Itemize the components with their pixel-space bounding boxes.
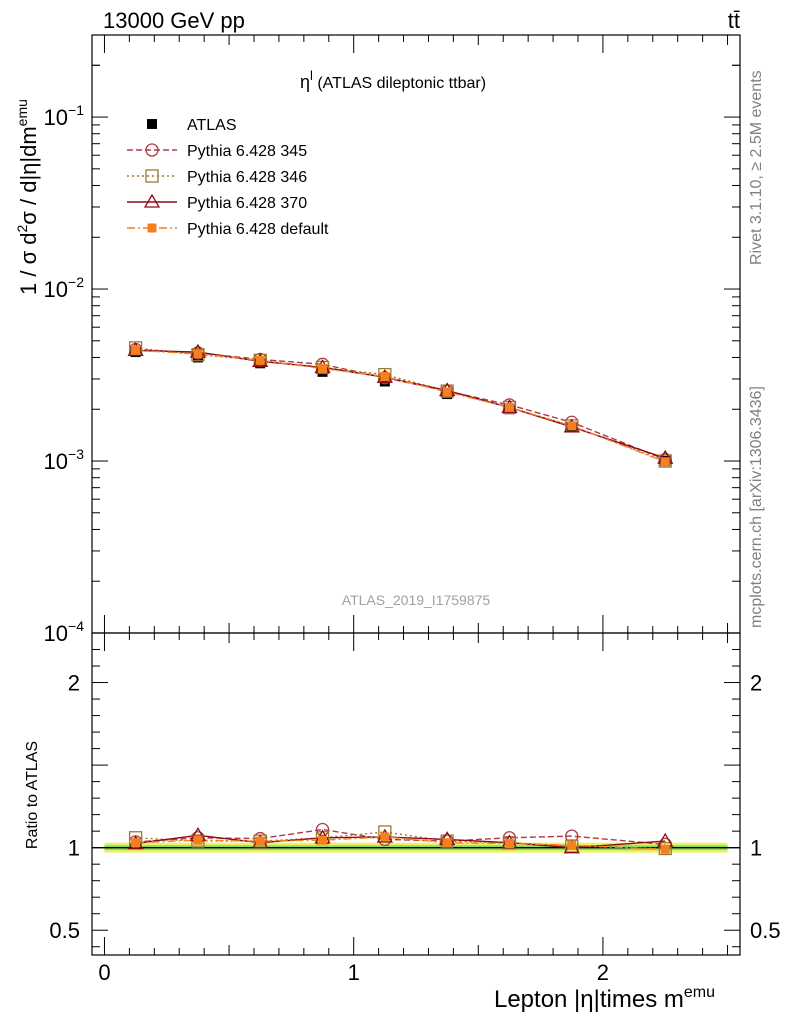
- main-series-marker: [380, 372, 390, 382]
- ratio-series-marker: [318, 835, 328, 845]
- ratio-series-marker: [315, 822, 330, 837]
- legend-entry-label: Pythia 6.428 370: [187, 195, 307, 212]
- main-series-line: [135, 348, 666, 461]
- y-label-part-4: emu: [14, 99, 30, 126]
- ratio-series-line: [135, 836, 666, 850]
- main-y-tick-label: 10−2: [44, 274, 85, 302]
- x-tick-label: 2: [597, 960, 609, 985]
- x-label-sup: emu: [684, 984, 715, 1001]
- main-series-marker: [567, 421, 577, 431]
- atlas-data-point: [379, 376, 390, 387]
- ratio-series-line: [135, 831, 666, 850]
- main-series-marker: [318, 364, 328, 374]
- legend-marker: [147, 119, 157, 129]
- x-axis-label: Lepton |η|times memu: [494, 984, 715, 1013]
- main-series-marker: [504, 402, 514, 412]
- ratio-series-marker: [380, 832, 390, 842]
- x-label-main: Lepton |η|times m: [494, 986, 684, 1013]
- legend-marker: [147, 223, 157, 233]
- main-y-tick-label: 10−4: [44, 618, 85, 646]
- ratio-series-marker: [660, 844, 670, 854]
- main-series-marker: [660, 457, 670, 467]
- ratio-y-tick-label-right: 1: [750, 836, 762, 861]
- ratio-y-tick-label-right: 2: [750, 671, 762, 696]
- ratio-y-tick-label: 2: [68, 671, 80, 696]
- analysis-watermark: ATLAS_2019_I1759875: [342, 592, 491, 608]
- header-energy-label: 13000 GeV pp: [103, 8, 245, 33]
- y-label-part-1: 1 / σ d: [16, 233, 41, 296]
- x-tick-label: 1: [348, 960, 360, 985]
- legend-marker: [145, 143, 159, 157]
- x-tick-label: 0: [98, 960, 110, 985]
- ratio-series-marker: [567, 840, 577, 850]
- header-process-label: tt̄: [728, 8, 740, 33]
- ratio-y-axis-label: Ratio to ATLAS: [24, 741, 41, 849]
- main-series-marker: [442, 387, 452, 397]
- source-label: mcplots.cern.ch [arXiv:1306.3436]: [748, 386, 765, 628]
- legend-entry-label: Pythia 6.428 default: [187, 221, 329, 238]
- axis-ticks: [92, 34, 740, 955]
- y-label-part-3: σ / d|η|dm: [16, 126, 41, 224]
- ratio-series-marker: [504, 839, 514, 849]
- ratio-y-tick-label-right: 0.5: [750, 918, 781, 943]
- ratio-series-marker: [658, 841, 672, 856]
- main-y-tick-label: 10−3: [44, 446, 85, 474]
- plot-title-sup: l: [310, 68, 313, 83]
- ratio-series-marker: [131, 838, 141, 848]
- plot-title-rest: (ATLAS dileptonic ttbar): [313, 75, 486, 92]
- legend-entry-label: Pythia 6.428 345: [187, 143, 307, 160]
- main-series-marker: [193, 349, 203, 359]
- rivet-version-label: Rivet 3.1.10, ≥ 2.5M events: [748, 70, 765, 265]
- legend-marker: [143, 193, 161, 208]
- legend-entry-label: ATLAS: [187, 117, 237, 134]
- main-series-line: [135, 347, 666, 462]
- y-label-part-2: 2: [14, 225, 30, 233]
- legend-entry-label: Pythia 6.428 346: [187, 169, 307, 186]
- ratio-series-marker: [193, 835, 203, 845]
- main-series-marker: [255, 355, 265, 365]
- main-y-axis-label: 1 / σ d2σ / d|η|dmemu: [14, 99, 41, 295]
- legend: ATLAS Pythia 6.428 345 Pythia 6.428 346 Pyt…: [127, 117, 329, 238]
- main-series-marker: [131, 345, 141, 355]
- plot-title-main: η: [300, 72, 310, 92]
- tick-labels: 10−1 10−2 10−3 10−4 0 1 2 0.5 0.5 1 1 2 2: [44, 102, 781, 985]
- series-markers: [127, 341, 674, 856]
- ratio-y-tick-label: 0.5: [49, 918, 80, 943]
- legend-marker: [145, 169, 159, 183]
- main-y-tick-label: 10−1: [44, 102, 85, 130]
- ratio-y-tick-label: 1: [68, 836, 80, 861]
- main-series-line: [135, 349, 666, 463]
- ratio-series-marker: [255, 836, 265, 846]
- main-series-marker: [440, 384, 454, 398]
- ratio-series-marker: [442, 838, 452, 848]
- ratio-series-marker: [191, 834, 205, 848]
- ratio-plot-frame: [91, 632, 741, 956]
- plot-title: ηl (ATLAS dileptonic ttbar): [300, 68, 486, 92]
- main-series-line: [135, 349, 666, 459]
